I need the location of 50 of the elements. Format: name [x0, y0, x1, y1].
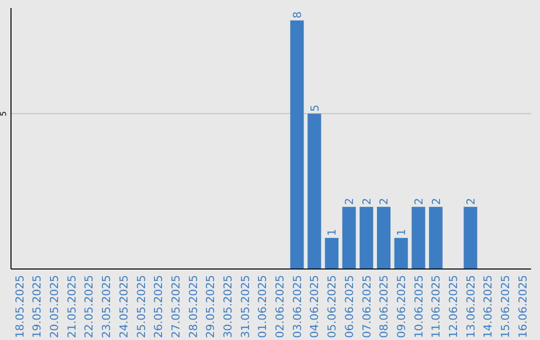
x-tick-label: 01.06.2025: [256, 275, 270, 338]
x-tick-label: 28.05.2025: [186, 275, 200, 338]
x-tick-label: 21.05.2025: [65, 275, 78, 338]
x-tick-label: 26.05.2025: [152, 275, 166, 338]
x-tick-label: 04.06.2025: [308, 275, 322, 338]
x-tick-label: 30.05.2025: [221, 275, 234, 338]
bar: [290, 20, 304, 269]
data-label: 1: [395, 228, 408, 236]
x-tick-label: 20.05.2025: [48, 275, 62, 338]
data-label: 2: [412, 198, 426, 205]
bar: [376, 206, 391, 269]
bar: [342, 206, 356, 269]
data-label: 2: [378, 198, 391, 205]
data-label: 5: [308, 104, 322, 112]
x-tick-label: 11.06.2025: [430, 275, 443, 338]
x-tick-label: 15.06.2025: [499, 275, 512, 338]
x-tick-label: 07.06.2025: [360, 275, 374, 338]
x-tick-label: 10.06.2025: [412, 275, 426, 338]
bar: [308, 114, 322, 269]
bar: [464, 206, 478, 269]
x-tick-label: 23.05.2025: [100, 275, 114, 338]
x-tick-label: 13.06.2025: [464, 275, 478, 338]
x-tick-label: 16.06.2025: [516, 275, 530, 338]
data-label: 8: [291, 11, 304, 18]
x-tick-label: 08.06.2025: [378, 275, 391, 338]
data-label: 2: [430, 198, 443, 205]
data-label: 2: [343, 198, 356, 205]
data-label: 1: [326, 228, 339, 236]
x-tick-label: 18.05.2025: [13, 275, 26, 338]
x-tick-label: 27.05.2025: [169, 275, 182, 338]
data-label: 2: [464, 198, 478, 205]
x-tick-label: 25.05.2025: [134, 275, 148, 338]
x-tick-label: 29.05.2025: [204, 275, 218, 338]
x-tick-label: 02.06.2025: [274, 275, 287, 338]
x-tick-label: 06.06.2025: [342, 275, 356, 338]
x-tick-label: 03.06.2025: [290, 275, 304, 338]
x-tick-label: 31.05.2025: [238, 275, 252, 338]
bar: [360, 206, 374, 269]
bar: [412, 206, 426, 269]
bar: [324, 238, 338, 269]
x-tick-label: 09.06.2025: [394, 275, 408, 338]
x-tick-label: 19.05.2025: [30, 275, 44, 338]
x-tick-label: 14.06.2025: [482, 275, 495, 338]
bar: [394, 238, 408, 269]
x-tick-label: 24.05.2025: [117, 275, 130, 338]
x-tick-label: 22.05.2025: [82, 275, 96, 338]
x-tick-label: 12.06.2025: [446, 275, 460, 338]
data-label: 2: [360, 198, 374, 205]
x-tick-label: 05.06.2025: [326, 275, 339, 338]
bar: [429, 206, 443, 269]
